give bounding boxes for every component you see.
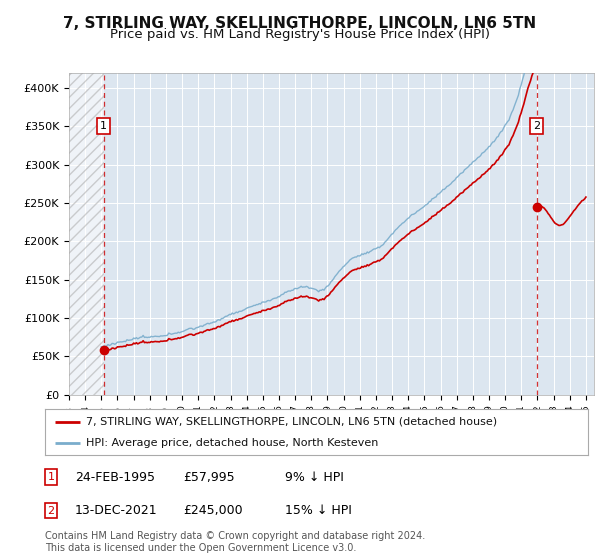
Text: 24-FEB-1995: 24-FEB-1995 bbox=[75, 470, 155, 484]
Text: 7, STIRLING WAY, SKELLINGTHORPE, LINCOLN, LN6 5TN: 7, STIRLING WAY, SKELLINGTHORPE, LINCOLN… bbox=[64, 16, 536, 31]
Text: 7, STIRLING WAY, SKELLINGTHORPE, LINCOLN, LN6 5TN (detached house): 7, STIRLING WAY, SKELLINGTHORPE, LINCOLN… bbox=[86, 417, 497, 427]
Text: Contains HM Land Registry data © Crown copyright and database right 2024.
This d: Contains HM Land Registry data © Crown c… bbox=[45, 531, 425, 553]
Text: £57,995: £57,995 bbox=[183, 470, 235, 484]
Text: 1: 1 bbox=[100, 121, 107, 131]
Text: 2: 2 bbox=[533, 121, 541, 131]
Text: £245,000: £245,000 bbox=[183, 504, 242, 517]
Text: 1: 1 bbox=[47, 472, 55, 482]
Text: HPI: Average price, detached house, North Kesteven: HPI: Average price, detached house, Nort… bbox=[86, 438, 378, 448]
Text: 2: 2 bbox=[47, 506, 55, 516]
Text: 15% ↓ HPI: 15% ↓ HPI bbox=[285, 504, 352, 517]
Text: 9% ↓ HPI: 9% ↓ HPI bbox=[285, 470, 344, 484]
Text: 13-DEC-2021: 13-DEC-2021 bbox=[75, 504, 158, 517]
Text: Price paid vs. HM Land Registry's House Price Index (HPI): Price paid vs. HM Land Registry's House … bbox=[110, 28, 490, 41]
